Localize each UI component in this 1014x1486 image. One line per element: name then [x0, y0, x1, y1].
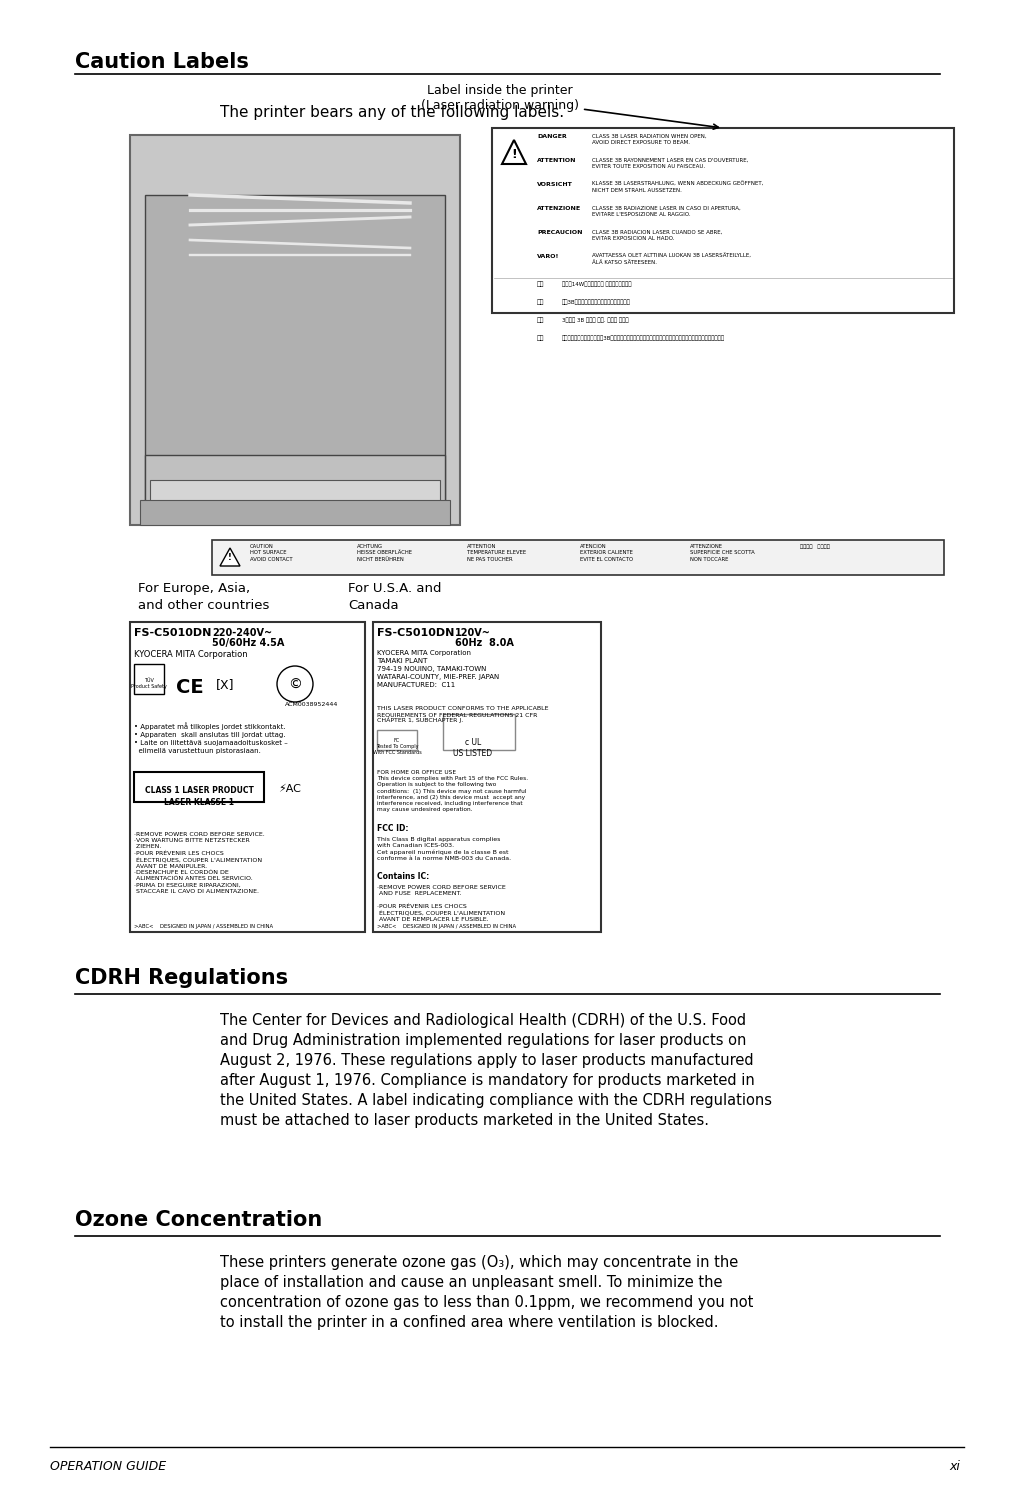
- Text: CAUTION
HOT SURFACE
AVOID CONTACT: CAUTION HOT SURFACE AVOID CONTACT: [250, 544, 293, 562]
- Text: • Apparatet må tilkoples jordet stikkontakt.
• Apparaten  skall anslutas till jo: • Apparatet må tilkoples jordet stikkont…: [134, 722, 288, 753]
- Text: KYOCERA MITA Corporation
TAMAKI PLANT
794-19 NOUINO, TAMAKI-TOWN
WATARAI-COUNTY,: KYOCERA MITA Corporation TAMAKI PLANT 79…: [377, 649, 499, 688]
- Text: ATTENZIONE: ATTENZIONE: [537, 207, 581, 211]
- Bar: [373, 623, 601, 932]
- Text: the United States. A label indicating compliance with the CDRH regulations: the United States. A label indicating co…: [220, 1094, 772, 1109]
- Text: !: !: [511, 149, 517, 162]
- Text: This Class B digital apparatus complies
with Canadian ICES-003.
Cet appareil num: This Class B digital apparatus complies …: [377, 837, 511, 862]
- Text: TÜV
Product Safety: TÜV Product Safety: [131, 678, 167, 690]
- Text: !: !: [228, 553, 232, 563]
- Text: ATTENTION
TEMPERATURE ELEVEE
NE PAS TOUCHER: ATTENTION TEMPERATURE ELEVEE NE PAS TOUC…: [467, 544, 526, 562]
- Text: These printers generate ozone gas (O₃), which may concentrate in the: These printers generate ozone gas (O₃), …: [220, 1256, 738, 1271]
- Text: Caution Labels: Caution Labels: [75, 52, 248, 71]
- Bar: [150, 480, 440, 505]
- Bar: [130, 623, 365, 932]
- Text: >ABC<    DESIGNED IN JAPAN / ASSEMBLED IN CHINA: >ABC< DESIGNED IN JAPAN / ASSEMBLED IN C…: [377, 924, 516, 929]
- Bar: [145, 195, 445, 505]
- Text: >ABC<    DESIGNED IN JAPAN / ASSEMBLED IN CHINA: >ABC< DESIGNED IN JAPAN / ASSEMBLED IN C…: [134, 924, 273, 929]
- Text: The printer bears any of the following labels.: The printer bears any of the following l…: [220, 106, 564, 120]
- Text: 120V~: 120V~: [455, 629, 491, 637]
- Text: concentration of ozone gas to less than 0.1ppm, we recommend you not: concentration of ozone gas to less than …: [220, 1294, 753, 1311]
- Text: CE: CE: [176, 678, 204, 697]
- Text: to install the printer in a confined area where ventilation is blocked.: to install the printer in a confined are…: [220, 1315, 719, 1330]
- Text: CLASSE 3B RADIAZIONE LASER IN CASO DI APERTURA,
EVITARE L'ESPOSIZIONE AL RAGGIO.: CLASSE 3B RADIAZIONE LASER IN CASO DI AP…: [592, 207, 741, 217]
- Text: 警告: 警告: [537, 334, 545, 340]
- Text: PRECAUCION: PRECAUCION: [537, 230, 582, 235]
- Text: DANGER: DANGER: [537, 134, 567, 140]
- Text: ACHTUNG
HEISSE OBERFLÄCHE
NICHT BERÜHREN: ACHTUNG HEISSE OBERFLÄCHE NICHT BERÜHREN: [357, 544, 412, 562]
- Polygon shape: [220, 548, 240, 566]
- Text: KLASSE 3B LASERSTRAHLUNG, WENN ABDECKUNG GEÖFFNET,
NICHT DEM STRAHL AUSSETZEN.: KLASSE 3B LASERSTRAHLUNG, WENN ABDECKUNG…: [592, 181, 764, 193]
- Text: 内有3B级别的激光束，绝对禁止打开，谢谢！: 内有3B级别的激光束，绝对禁止打开，谢谢！: [562, 299, 631, 305]
- Text: VARO!: VARO!: [537, 254, 560, 259]
- Bar: [130, 135, 460, 525]
- Text: Ozone Concentration: Ozone Concentration: [75, 1210, 322, 1230]
- Text: Label inside the printer
(Laser radiation warning): Label inside the printer (Laser radiatio…: [421, 85, 718, 129]
- Text: KYOCERA MITA Corporation: KYOCERA MITA Corporation: [134, 649, 247, 658]
- Text: FCC ID:: FCC ID:: [377, 825, 409, 834]
- Bar: [134, 773, 264, 802]
- Text: 50/60Hz 4.5A: 50/60Hz 4.5A: [212, 637, 284, 648]
- Bar: [492, 128, 954, 314]
- Text: 60Hz  8.0A: 60Hz 8.0A: [455, 637, 514, 648]
- Bar: [443, 713, 515, 750]
- Text: For Europe, Asia,
and other countries: For Europe, Asia, and other countries: [138, 583, 270, 612]
- Text: CLASS 3B LASER RADIATION WHEN OPEN,
AVOID DIRECT EXPOSURE TO BEAM.: CLASS 3B LASER RADIATION WHEN OPEN, AVOI…: [592, 134, 707, 146]
- Text: Contains IC:: Contains IC:: [377, 872, 429, 881]
- Text: August 2, 1976. These regulations apply to laser products manufactured: August 2, 1976. These regulations apply …: [220, 1054, 753, 1068]
- Text: 3클래스 3B 레이저 제품. 열리면 해로운: 3클래스 3B 레이저 제품. 열리면 해로운: [562, 317, 629, 322]
- Text: xi: xi: [949, 1461, 960, 1473]
- Text: ATTENTION: ATTENTION: [537, 158, 577, 163]
- Text: VORSICHT: VORSICHT: [537, 181, 573, 187]
- Text: CLASSE 3B RAYONNEMENT LASER EN CAS D'OUVERTURE,
EVITER TOUTE EXPOSITION AU FAISC: CLASSE 3B RAYONNEMENT LASER EN CAS D'OUV…: [592, 158, 748, 169]
- Text: CLASE 3B RADIACION LASER CUANDO SE ABRE,
EVITAR EXPOSICION AL HADO.: CLASE 3B RADIACION LASER CUANDO SE ABRE,…: [592, 230, 722, 241]
- Text: must be attached to laser products marketed in the United States.: must be attached to laser products marke…: [220, 1113, 709, 1128]
- Text: OPERATION GUIDE: OPERATION GUIDE: [50, 1461, 166, 1473]
- Text: ·REMOVE POWER CORD BEFORE SERVICE
 AND FUSE  REPLACEMENT.

·POUR PRÉVENIR LES CH: ·REMOVE POWER CORD BEFORE SERVICE AND FU…: [377, 886, 506, 921]
- Text: FC
Tested To Comply
With FCC Standards: FC Tested To Comply With FCC Standards: [372, 739, 422, 755]
- Text: 고온주의   高温注意: 고온주의 高温注意: [800, 544, 829, 548]
- Text: ⚡AC: ⚡AC: [278, 785, 301, 794]
- Text: FS-C5010DN: FS-C5010DN: [377, 629, 454, 637]
- Text: FS-C5010DN: FS-C5010DN: [134, 629, 211, 637]
- Text: CLASS 1 LASER PRODUCT
LASER KLASSE 1: CLASS 1 LASER PRODUCT LASER KLASSE 1: [145, 786, 254, 807]
- Text: and Drug Administration implemented regulations for laser products on: and Drug Administration implemented regu…: [220, 1033, 746, 1048]
- Text: 주의: 주의: [537, 317, 545, 322]
- Text: ©: ©: [288, 678, 302, 692]
- Text: ACM0038952444: ACM0038952444: [285, 701, 339, 707]
- Text: 当使用14W以及更大功率 能量激光光源照射: 当使用14W以及更大功率 能量激光光源照射: [562, 281, 632, 287]
- Text: このカバーを外すと、クラス3Bレーザ光の放射があります。レーザー光にさらされないようにしてください。: このカバーを外すと、クラス3Bレーザ光の放射があります。レーザー光にさらされない…: [562, 334, 725, 340]
- Text: AVATTAESSA OLET ALTTIINA LUOKAN 3B LASERSÄTEILYLLE,
ÄLÄ KATSO SÄTEESEEN.: AVATTAESSA OLET ALTTIINA LUOKAN 3B LASER…: [592, 254, 751, 265]
- Text: 危告: 危告: [537, 281, 545, 287]
- Text: 警告: 警告: [537, 299, 545, 305]
- Text: ·REMOVE POWER CORD BEFORE SERVICE.
·VOR WARTUNG BITTE NETZSTECKER
 ZIEHEN.
·POUR: ·REMOVE POWER CORD BEFORE SERVICE. ·VOR …: [134, 832, 265, 893]
- Text: The Center for Devices and Radiological Health (CDRH) of the U.S. Food: The Center for Devices and Radiological …: [220, 1013, 746, 1028]
- Bar: [140, 499, 450, 525]
- Text: ATENCION
EXTERIOR CALIENTE
EVITE EL CONTACTO: ATENCION EXTERIOR CALIENTE EVITE EL CONT…: [580, 544, 633, 562]
- Text: FOR HOME OR OFFICE USE
This device complies with Part 15 of the FCC Rules.
Opera: FOR HOME OR OFFICE USE This device compl…: [377, 770, 528, 813]
- Text: [X]: [X]: [216, 678, 234, 691]
- Text: place of installation and cause an unpleasant smell. To minimize the: place of installation and cause an unple…: [220, 1275, 723, 1290]
- Text: For U.S.A. and
Canada: For U.S.A. and Canada: [348, 583, 441, 612]
- Bar: [212, 539, 944, 575]
- Text: 220-240V~: 220-240V~: [212, 629, 272, 637]
- Text: ATTENZIONE
SUPERFICIE CHE SCOTTA
NON TOCCARE: ATTENZIONE SUPERFICIE CHE SCOTTA NON TOC…: [690, 544, 754, 562]
- Text: c UL
US LISTED: c UL US LISTED: [453, 739, 493, 758]
- Bar: [377, 730, 417, 750]
- Text: THIS LASER PRODUCT CONFORMS TO THE APPLICABLE
REQUIREMENTS OF FEDERAL REGULATION: THIS LASER PRODUCT CONFORMS TO THE APPLI…: [377, 706, 549, 724]
- Polygon shape: [502, 140, 526, 163]
- Bar: [145, 455, 445, 505]
- Text: after August 1, 1976. Compliance is mandatory for products marketed in: after August 1, 1976. Compliance is mand…: [220, 1073, 754, 1088]
- Bar: [134, 664, 164, 694]
- Text: CDRH Regulations: CDRH Regulations: [75, 967, 288, 988]
